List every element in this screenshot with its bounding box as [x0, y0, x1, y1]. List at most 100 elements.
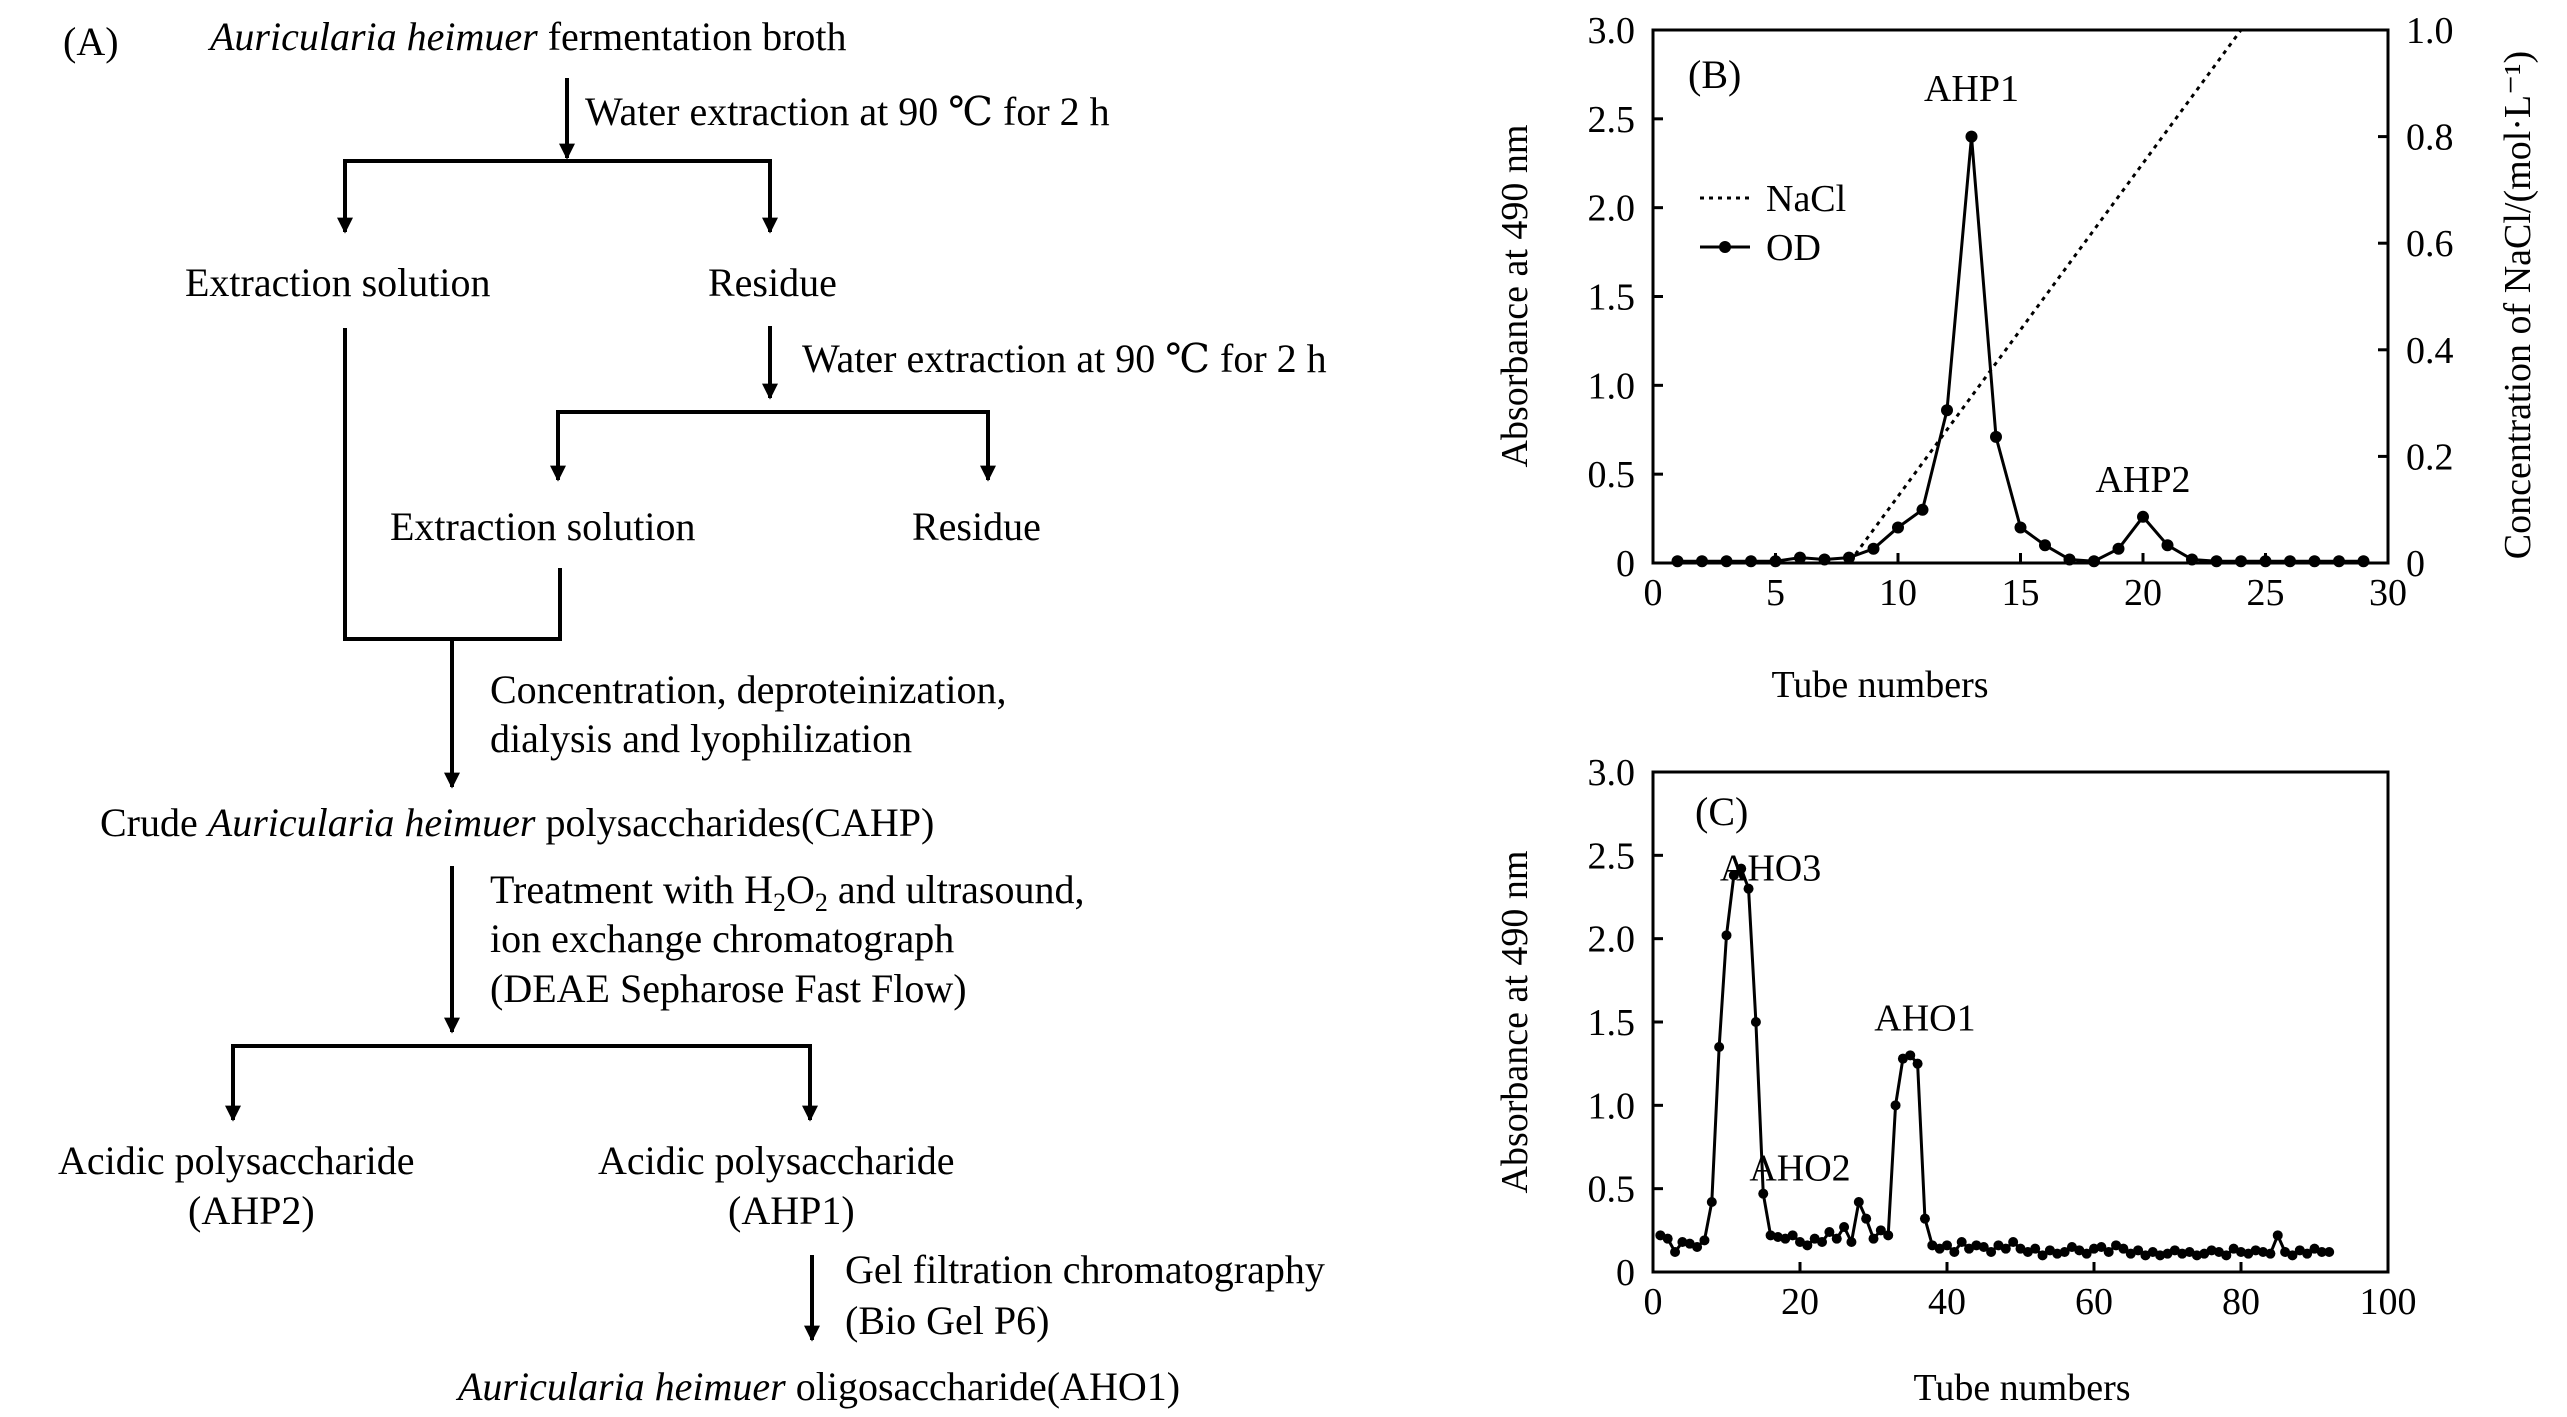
chart-c-data-point: [1949, 1247, 1960, 1257]
chart-c-data-point: [1831, 1233, 1842, 1244]
broth-rest: fermentation broth: [538, 14, 847, 59]
chart-b-ytick-label: 1.5: [1588, 277, 1636, 319]
flow-ahp2-line1: Acidic polysaccharide: [58, 1138, 415, 1183]
chart-c-data-point: [1670, 1247, 1681, 1257]
chart-b-data-point: [1720, 555, 1733, 568]
chart-b-data-point: [2161, 539, 2174, 552]
chart-c-data-point: [1942, 1240, 1952, 1251]
flowchart-panel: (A) Auricularia heimuer fermentation bro…: [58, 14, 1327, 1409]
final-rest: oligosaccharide(AHO1): [786, 1364, 1180, 1409]
chart-c-xlabel: Tube numbers: [1913, 1367, 2130, 1409]
chart-b-data-point: [2063, 553, 2076, 566]
chart-b-data-point: [2112, 542, 2125, 555]
chart-c-ylabel: Absorbance at 490 nm: [1494, 851, 1536, 1194]
chart-b-y2tick-label: 0.8: [2406, 117, 2454, 159]
chart-b-data-point: [2210, 555, 2223, 568]
chart-c-data-point: [1956, 1237, 1967, 1247]
split-bracket-2: [556, 410, 990, 475]
flow-ahp2-line2: (AHP2): [188, 1188, 315, 1233]
split-bracket-1: [343, 159, 772, 230]
flow-water-extraction-1: Water extraction at 90 ℃ for 2 h: [585, 89, 1110, 134]
chart-b-xtick-label: 5: [1766, 572, 1785, 614]
chart-c-data-point: [2037, 1250, 2048, 1261]
legend-nacl-label: NaCl: [1766, 178, 1846, 220]
chart-c-panel-label: (C): [1695, 789, 1748, 834]
chart-c-data-point: [1736, 863, 1747, 874]
chart-c-data-point: [1853, 1197, 1864, 1207]
chart-b-data-point: [1965, 130, 1978, 143]
chart-c-data-point: [2000, 1243, 2011, 1254]
chart-b-y2tick-label: 0.6: [2406, 223, 2454, 265]
chart-c-data-point: [2324, 1247, 2335, 1257]
chart-c-data-point: [1721, 930, 1732, 941]
chart-c-ytick-label: 2.5: [1588, 835, 1636, 877]
chart-b-ytick-label: 1.0: [1588, 365, 1636, 407]
chart-c-ytick-label: 0.5: [1588, 1169, 1636, 1211]
chart-c-annotation: AHO2: [1749, 1147, 1850, 1189]
treat-sub-1: 2: [773, 888, 786, 917]
chart-b-data-point: [1671, 555, 1684, 568]
chart-c-data-point: [1714, 1042, 1725, 1052]
chart-c-data-point: [1802, 1240, 1813, 1251]
chart-c-data-point: [2030, 1243, 2041, 1254]
chart-c-data-point: [1758, 1188, 1769, 1199]
chart-b-series-nacl-line: [1653, 28, 2388, 565]
chart-b-annotation: AHP2: [2095, 459, 2190, 501]
chart-c-data-point: [1875, 1225, 1886, 1236]
chart-c-data-point: [2118, 1243, 2129, 1254]
chart-b-data-point: [2259, 555, 2272, 568]
chart-c-data-point: [2133, 1245, 2144, 1256]
chart-c-data-point: [2272, 1230, 2283, 1241]
chart-c-annotation: AHO3: [1720, 847, 1821, 889]
chart-c-data-point: [2103, 1247, 2114, 1257]
chart-c-data-point: [1662, 1233, 1673, 1244]
chart-c-xtick-label: 60: [2075, 1281, 2113, 1323]
chart-c-data-point: [1699, 1235, 1710, 1246]
chart-b-xtick-label: 10: [1879, 572, 1917, 614]
chart-c-data-point: [1743, 883, 1754, 894]
chart-b-ylabel: Absorbance at 490 nm: [1494, 125, 1536, 468]
chart-c-data-point: [2316, 1247, 2327, 1257]
chart-c-data-point: [2287, 1250, 2298, 1261]
chart-b-ytick-label: 3.0: [1588, 10, 1636, 52]
chart-c-ytick-label: 1.5: [1588, 1002, 1636, 1044]
chart-c-data-point: [1846, 1237, 1857, 1247]
chart-b-data-point: [2014, 521, 2027, 534]
chart-c-data-point: [1919, 1213, 1930, 1224]
flow-ahp1-line2: (AHP1): [728, 1188, 855, 1233]
treat-sub-2: 2: [815, 888, 828, 917]
chart-b-y2tick-label: 1.0: [2406, 10, 2454, 52]
chart-c-data-point: [1905, 1050, 1916, 1061]
chart-b-data-point: [1867, 542, 1880, 555]
chart-c: (C) Tube numbers Absorbance at 490 nm 0 2…: [1494, 752, 2417, 1409]
chart-b-xtick-label: 15: [2002, 572, 2040, 614]
chart-c-data-point: [1728, 870, 1739, 881]
chart-b-xtick-label: 30: [2369, 572, 2407, 614]
chart-c-data-point: [2008, 1237, 2019, 1247]
split-bracket-3: [231, 1044, 812, 1100]
chart-c-ytick-label: 2.0: [1588, 919, 1636, 961]
panel-a-label: (A): [63, 19, 119, 64]
chart-c-xtick-label: 100: [2360, 1281, 2417, 1323]
flow-extraction-solution-1: Extraction solution: [185, 260, 491, 305]
final-italic: Auricularia heimuer: [455, 1364, 786, 1409]
chart-c-data-point: [1692, 1242, 1703, 1252]
chart-b-data-point: [2308, 555, 2321, 568]
chart-b-ytick-label: 0: [1616, 543, 1635, 585]
chart-c-data-point: [1986, 1247, 1997, 1257]
chart-c-data-point: [1978, 1242, 1989, 1252]
flow-treatment-line3: (DEAE Sepharose Fast Flow): [490, 966, 967, 1011]
chart-b-data-point: [1794, 551, 1806, 564]
flow-step-broth: Auricularia heimuer fermentation broth: [207, 14, 847, 59]
chart-c-xtick-label: 0: [1644, 1281, 1663, 1323]
flow-residue-1: Residue: [708, 260, 837, 305]
chart-b-data-point: [2137, 510, 2149, 523]
chart-b-ytick-label: 0.5: [1588, 454, 1636, 496]
chart-b-xtick-label: 25: [2247, 572, 2285, 614]
chart-b-frame: [1651, 28, 2390, 565]
flow-extraction-solution-2: Extraction solution: [390, 504, 696, 549]
chart-b-xtick-label: 0: [1644, 572, 1663, 614]
chart-b-data-point: [1769, 555, 1782, 568]
chart-b-data-point: [2284, 555, 2296, 568]
